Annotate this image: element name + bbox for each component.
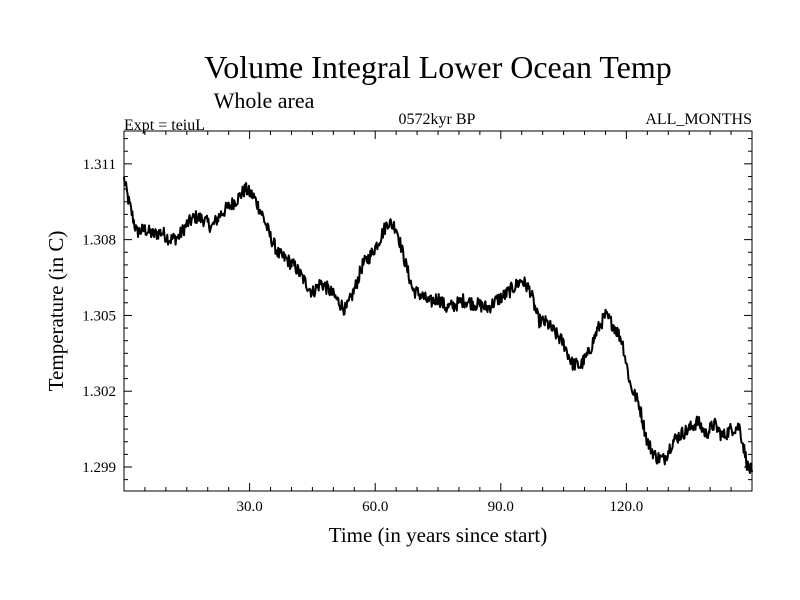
chart-subtitle: Whole area bbox=[214, 88, 315, 113]
x-tick-label: 120.0 bbox=[610, 499, 644, 515]
x-tick-label: 60.0 bbox=[362, 499, 388, 515]
plot-frame bbox=[123, 130, 753, 492]
y-tick-label: 1.305 bbox=[82, 308, 116, 324]
y-tick-label: 1.299 bbox=[82, 460, 116, 476]
y-tick-label: 1.308 bbox=[82, 233, 116, 249]
annotation-experiment: Expt = teiuL bbox=[124, 117, 205, 134]
y-tick-label: 1.311 bbox=[83, 157, 116, 173]
series-line bbox=[123, 176, 753, 474]
y-axis-label: Temperature (in C) bbox=[44, 231, 68, 392]
y-tick-label: 1.302 bbox=[82, 384, 116, 400]
x-tick-label: 90.0 bbox=[488, 499, 514, 515]
axes: 30.0 60.0 90.0 120.0 1.299 1.302 1.305 1.308 1.3… bbox=[82, 131, 752, 515]
chart-title: Volume Integral Lower Ocean Temp bbox=[204, 49, 672, 85]
x-tick-label: 30.0 bbox=[236, 499, 262, 515]
x-axis-label: Time (in years since start) bbox=[329, 523, 548, 547]
annotation-period: 0572kyr BP bbox=[399, 111, 476, 128]
annotation-months: ALL_MONTHS bbox=[645, 111, 752, 128]
